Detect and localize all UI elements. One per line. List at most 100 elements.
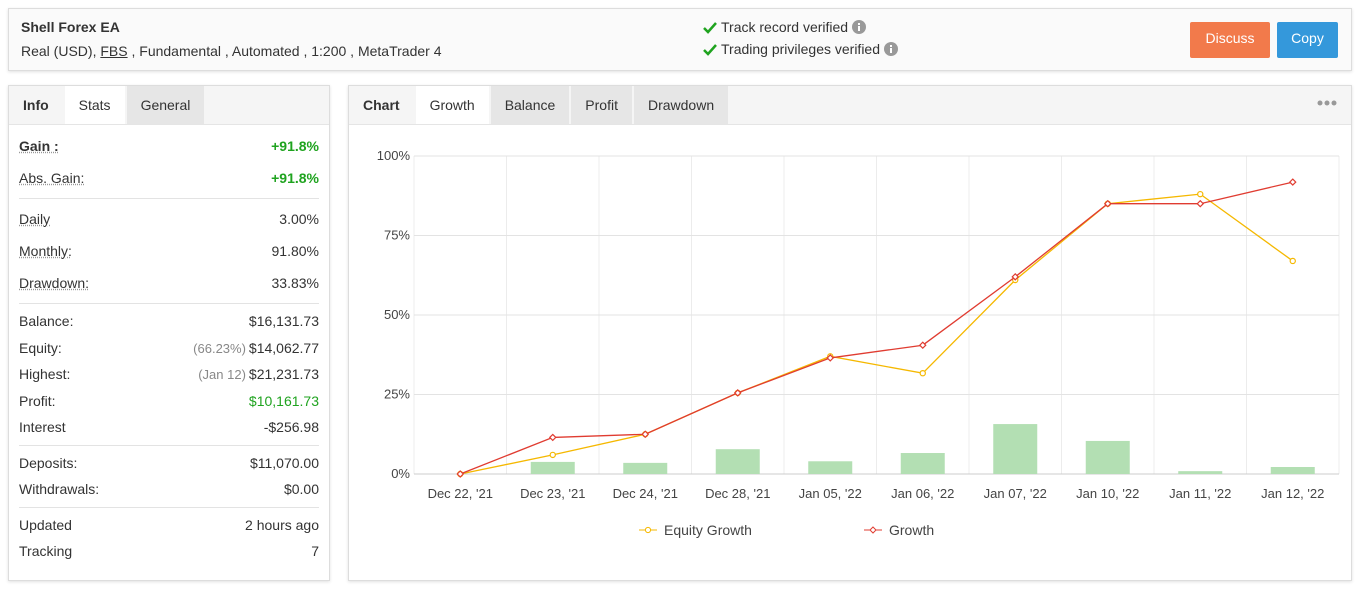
y-tick-label: 100% xyxy=(377,148,411,163)
y-tick-label: 25% xyxy=(384,387,410,402)
point xyxy=(733,389,742,397)
stat-value-wrap: 3.00% xyxy=(279,203,319,235)
point xyxy=(456,470,465,478)
stat-value: +91.8% xyxy=(271,138,319,154)
stat-value-wrap: $0.00 xyxy=(284,476,319,503)
legend-label[interactable]: Equity Growth xyxy=(664,522,752,538)
legend-label[interactable]: Growth xyxy=(889,522,934,538)
bar xyxy=(715,449,760,474)
point xyxy=(641,430,650,439)
tab[interactable]: Drawdown xyxy=(633,86,729,124)
stat-value-wrap: $11,070.00 xyxy=(250,450,319,477)
stat-label: Updated xyxy=(19,516,72,533)
stats-group: Deposits: $11,070.00 Withdrawals: $0.00 xyxy=(19,446,319,508)
stats-row: Drawdown: 33.83% xyxy=(19,267,319,299)
stats-row: Abs. Gain: +91.8% xyxy=(19,162,319,194)
tab[interactable]: Growth xyxy=(415,86,489,124)
tabs: Info Stats General xyxy=(9,86,329,125)
bar xyxy=(530,461,575,474)
subtitle-part: Real (USD), xyxy=(21,43,97,59)
stat-value: $14,062.77 xyxy=(248,339,319,356)
stat-label: Drawdown: xyxy=(19,275,90,291)
tabs: Chart Growth Balance Profit Drawdown xyxy=(349,86,1351,125)
x-tick-label: Jan 05, '22 xyxy=(799,486,862,501)
stat-value: 7 xyxy=(311,543,319,559)
stat-label: Interest xyxy=(19,419,66,435)
legend-marker xyxy=(644,526,652,534)
stats-group: Gain : +91.8% Abs. Gain: +91.8% xyxy=(19,126,319,199)
stat-value-wrap: $10,161.73 xyxy=(249,388,319,415)
stat-value-wrap: (66.23%) $14,062.77 xyxy=(193,335,319,362)
series-line xyxy=(460,181,1293,475)
stat-label: Highest: xyxy=(19,366,71,382)
bar xyxy=(1085,440,1130,474)
bar xyxy=(1270,467,1315,474)
x-tick-label: Jan 10, '22 xyxy=(1076,486,1139,501)
tab[interactable]: Stats xyxy=(64,86,125,124)
tab[interactable]: Profit xyxy=(571,86,632,124)
stat-value: 33.83% xyxy=(271,275,319,291)
stat-value-wrap: 2 hours ago xyxy=(245,512,319,539)
chart: 0% 25% 50% 75% 100% Dec 22, '21 Dec 23, '21 Dec… xyxy=(377,148,1340,538)
stats-row: Withdrawals: $0.00 xyxy=(19,476,319,503)
stats-row: Highest: (Jan 12) $21,231.73 xyxy=(19,361,319,388)
series-line xyxy=(460,193,1294,475)
stat-label: Monthly: xyxy=(19,243,72,259)
x-tick-label: Dec 22, '21 xyxy=(428,486,493,501)
stat-value-wrap: 33.83% xyxy=(272,267,319,299)
stat-value-wrap: 91.80% xyxy=(272,235,319,267)
bar xyxy=(808,461,853,474)
stat-value-wrap: $16,131.73 xyxy=(249,308,319,335)
stat-value-wrap: (Jan 12) $21,231.73 xyxy=(198,361,319,388)
stats-row: Monthly: 91.80% xyxy=(19,235,319,267)
stats-group: Balance: $16,131.73 Equity: (66.23%) $14,062… xyxy=(19,304,319,446)
stats-panel: Info Stats General Gain : +91.8% Abs. Gain: +9… xyxy=(8,85,330,581)
point xyxy=(1011,272,1020,281)
stats-row: Interest -$256.98 xyxy=(19,414,319,441)
stat-label: Daily xyxy=(19,211,51,227)
verified-text: Track record verified xyxy=(721,19,849,35)
tab[interactable]: Chart xyxy=(363,97,400,113)
stats-group: Updated 2 hours ago Tracking 7 xyxy=(19,508,319,569)
stat-value-wrap: +91.8% xyxy=(271,162,319,194)
discuss-button[interactable]: Discuss xyxy=(1190,22,1270,58)
point xyxy=(826,354,835,362)
bar xyxy=(900,453,945,474)
stats-row: Deposits: $11,070.00 xyxy=(19,450,319,477)
tab[interactable]: Info xyxy=(23,97,49,113)
stat-value: $0.00 xyxy=(283,481,319,497)
more-menu[interactable] xyxy=(1317,100,1337,106)
point xyxy=(548,433,557,442)
stats-row: Updated 2 hours ago xyxy=(19,512,319,539)
stat-label: Abs. Gain: xyxy=(19,170,85,186)
stat-label: Tracking xyxy=(19,543,73,559)
broker-link[interactable]: FBS xyxy=(100,43,128,59)
tab[interactable]: General xyxy=(126,86,205,124)
title: Shell Forex EA xyxy=(21,19,120,35)
stat-label: Equity: xyxy=(19,339,62,356)
point xyxy=(1288,178,1297,186)
stat-label: Withdrawals: xyxy=(19,481,100,497)
stat-value: $16,131.73 xyxy=(248,313,319,329)
stat-label: Deposits: xyxy=(19,454,78,471)
copy-button[interactable]: Copy xyxy=(1277,22,1338,58)
stats-row: Gain : +91.8% xyxy=(19,130,319,162)
point xyxy=(549,451,556,459)
y-tick-label: 75% xyxy=(384,228,410,243)
stat-note: (66.23%) xyxy=(193,340,246,356)
stat-value: $21,231.73 xyxy=(248,366,319,382)
stat-value-wrap: +91.8% xyxy=(271,130,319,162)
x-tick-label: Dec 28, '21 xyxy=(705,486,770,501)
stats-group: Daily 3.00% Monthly: 91.80% Drawdown: 33.83% xyxy=(19,199,319,304)
stat-value: $11,070.00 xyxy=(249,454,319,471)
tab[interactable]: Balance xyxy=(490,86,570,124)
stat-value: 2 hours ago xyxy=(245,516,319,533)
y-tick-label: 50% xyxy=(384,307,410,322)
stat-label: Balance: xyxy=(19,313,74,329)
bar xyxy=(993,424,1038,474)
stat-value-wrap: 7 xyxy=(311,538,319,565)
x-tick-label: Jan 07, '22 xyxy=(984,486,1047,501)
stats-row: Daily 3.00% xyxy=(19,203,319,235)
stat-value-wrap: -$256.98 xyxy=(264,414,319,441)
